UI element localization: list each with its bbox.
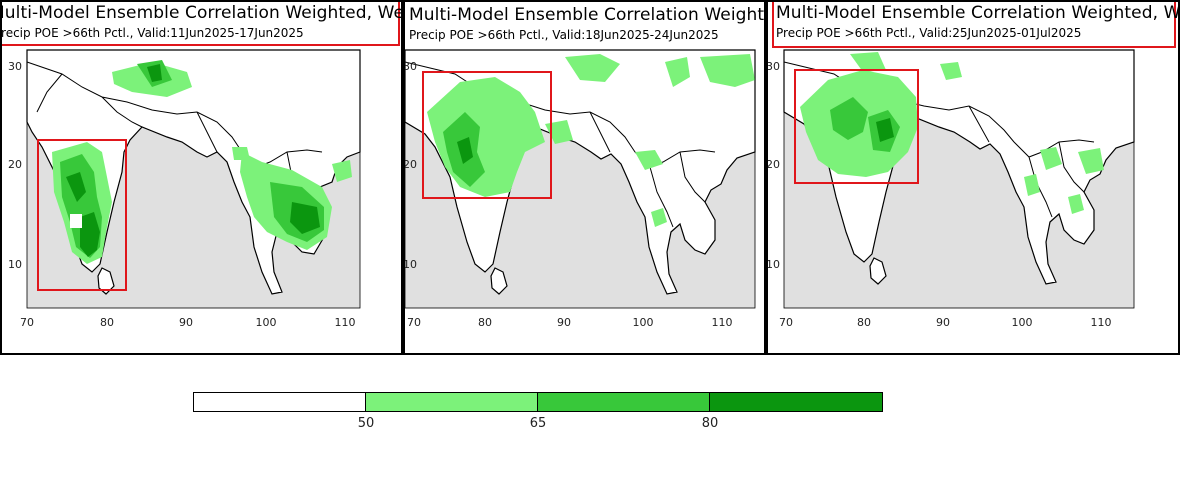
panel-title-box: Multi-Model Ensemble Correlation Weighte…	[0, 2, 401, 46]
lat-tick-10: 10	[405, 258, 417, 271]
lat-tick-20: 20	[768, 158, 780, 171]
sri-lanka	[869, 257, 887, 285]
panel-subtitle: Precip POE >66th Pctl., Valid:11Jun2025-…	[0, 26, 304, 40]
lon-tick-80: 80	[100, 316, 114, 329]
lat-tick-30: 30	[8, 60, 22, 73]
legend-label-80: 80	[701, 416, 719, 431]
legend-label-65: 65	[529, 416, 547, 431]
lon-tick-70: 70	[779, 316, 793, 329]
lon-tick-90: 90	[936, 316, 950, 329]
panel-title: Multi-Model Ensemble Correlation Weighte…	[409, 5, 765, 25]
sri-lanka	[97, 267, 115, 295]
sri-lanka	[490, 267, 508, 295]
country-borders	[405, 61, 716, 228]
precip-shading	[427, 54, 755, 227]
map-frame	[783, 49, 1135, 309]
lat-tick-10: 10	[768, 258, 780, 271]
map-canvas: 30 20 10 70 80 90 100 110	[8, 49, 361, 329]
legend-swatch-65-80	[537, 392, 711, 412]
lon-tick-100: 100	[256, 316, 277, 329]
lon-tick-90: 90	[179, 316, 193, 329]
lon-tick-110: 110	[1091, 316, 1112, 329]
precip-shading	[52, 60, 352, 264]
map-frame	[405, 49, 756, 309]
panel-title: Multi-Model Ensemble Correlation Weighte…	[2, 3, 401, 23]
lat-tick-30: 30	[405, 60, 417, 73]
map-panel-week-2: 30 20 10 70 80 90 100 110 Multi-Model En…	[403, 0, 766, 355]
lon-tick-110: 110	[335, 316, 356, 329]
color-legend: 50 65 80	[193, 392, 883, 431]
highlight-region-box	[37, 139, 127, 291]
panel-title-box: Multi-Model Ensemble Correlation Weighte…	[405, 2, 765, 46]
precip-shading	[800, 52, 1104, 214]
legend-label-50: 50	[357, 416, 375, 431]
panel-title-box: Multi-Model Ensemble Correlation Weighte…	[772, 2, 1178, 48]
lon-tick-90: 90	[557, 316, 571, 329]
country-borders	[783, 61, 1095, 218]
lat-tick-10: 10	[8, 258, 22, 271]
map-canvas: 30 20 10 70 80 90 100 110	[405, 49, 756, 329]
lon-tick-70: 70	[407, 316, 421, 329]
map-panel-week-1: 30 20 10 70 80 90 100 110 Multi-Model En…	[0, 0, 403, 355]
panel-subtitle: Precip POE >66th Pctl., Valid:18Jun2025-…	[409, 28, 719, 42]
lon-tick-80: 80	[478, 316, 492, 329]
legend-swatch-below-50	[193, 392, 367, 412]
highlight-region-box	[794, 69, 919, 184]
lon-tick-70: 70	[20, 316, 34, 329]
lat-tick-20: 20	[405, 158, 417, 171]
highlight-region-box	[422, 71, 552, 199]
lon-tick-100: 100	[633, 316, 654, 329]
legend-swatch-above-80	[709, 392, 883, 412]
lon-tick-110: 110	[712, 316, 733, 329]
lon-tick-100: 100	[1012, 316, 1033, 329]
panel-subtitle: Precip POE >66th Pctl., Valid:25Jun2025-…	[776, 26, 1082, 40]
map-panel-week-3: 30 20 10 70 80 90 100 110 Multi-Model En…	[766, 0, 1180, 355]
lat-tick-30: 30	[768, 60, 780, 73]
panel-title: Multi-Model Ensemble Correlation Weighte…	[776, 3, 1180, 23]
lat-tick-20: 20	[8, 158, 22, 171]
map-frame	[26, 49, 361, 309]
map-canvas: 30 20 10 70 80 90 100 110	[768, 49, 1135, 329]
lon-tick-80: 80	[857, 316, 871, 329]
legend-swatch-50-65	[365, 392, 539, 412]
